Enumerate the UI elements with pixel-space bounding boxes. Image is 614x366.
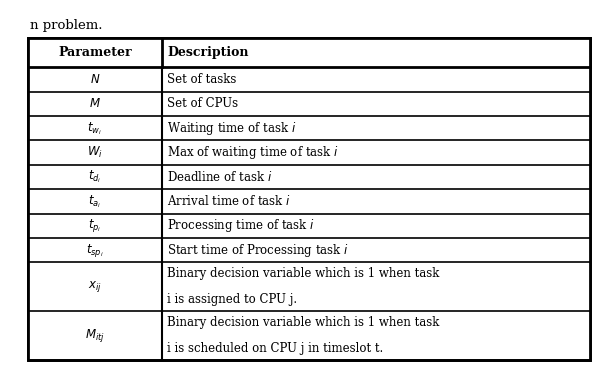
Text: $t_{a_i}$: $t_{a_i}$ [88,193,101,210]
Text: $t_{p_i}$: $t_{p_i}$ [88,217,101,234]
Text: Start time of Processing task $i$: Start time of Processing task $i$ [167,242,349,259]
Text: i is assigned to CPU j.: i is assigned to CPU j. [167,294,297,306]
Text: i is scheduled on CPU j in timeslot t.: i is scheduled on CPU j in timeslot t. [167,342,383,355]
Text: $t_{d_i}$: $t_{d_i}$ [88,169,101,185]
Bar [28,38,590,360]
Text: Deadline of task $i$: Deadline of task $i$ [167,170,273,184]
Bar [161,67,590,92]
Bar [28,165,161,189]
Bar [161,311,590,360]
Text: n problem.: n problem. [30,19,103,33]
Text: Max of waiting time of task $i$: Max of waiting time of task $i$ [167,144,339,161]
Text: $t_{sp_i}$: $t_{sp_i}$ [86,242,104,259]
Bar [28,311,161,360]
Bar [161,165,590,189]
Text: Set of CPUs: Set of CPUs [167,97,238,111]
Bar [28,38,590,67]
Bar [28,238,161,262]
Text: Set of tasks: Set of tasks [167,73,236,86]
Text: Waiting time of task $i$: Waiting time of task $i$ [167,120,296,137]
Bar [161,92,590,116]
Bar [28,214,161,238]
Text: $M$: $M$ [89,97,101,111]
Text: $N$: $N$ [90,73,100,86]
Bar [28,67,161,92]
Text: Parameter: Parameter [58,46,131,59]
Bar [161,116,590,141]
Text: $t_{w_i}$: $t_{w_i}$ [87,120,103,137]
Bar [161,189,590,214]
Text: $M_{itj}$: $M_{itj}$ [85,327,105,344]
Bar [161,238,590,262]
Bar [161,214,590,238]
Text: Binary decision variable which is 1 when task: Binary decision variable which is 1 when… [167,316,439,329]
Bar [28,189,161,214]
Bar [28,141,161,165]
Bar [28,38,590,360]
Text: $x_{ij}$: $x_{ij}$ [88,279,102,294]
Bar [161,141,590,165]
Bar [161,262,590,311]
Bar [28,92,161,116]
Bar [28,116,161,141]
Text: $W_i$: $W_i$ [87,145,103,160]
Text: Processing time of task $i$: Processing time of task $i$ [167,217,315,234]
Text: Arrival time of task $i$: Arrival time of task $i$ [167,194,290,209]
Text: Binary decision variable which is 1 when task: Binary decision variable which is 1 when… [167,267,439,280]
Bar [28,262,161,311]
Text: Description: Description [168,46,249,59]
